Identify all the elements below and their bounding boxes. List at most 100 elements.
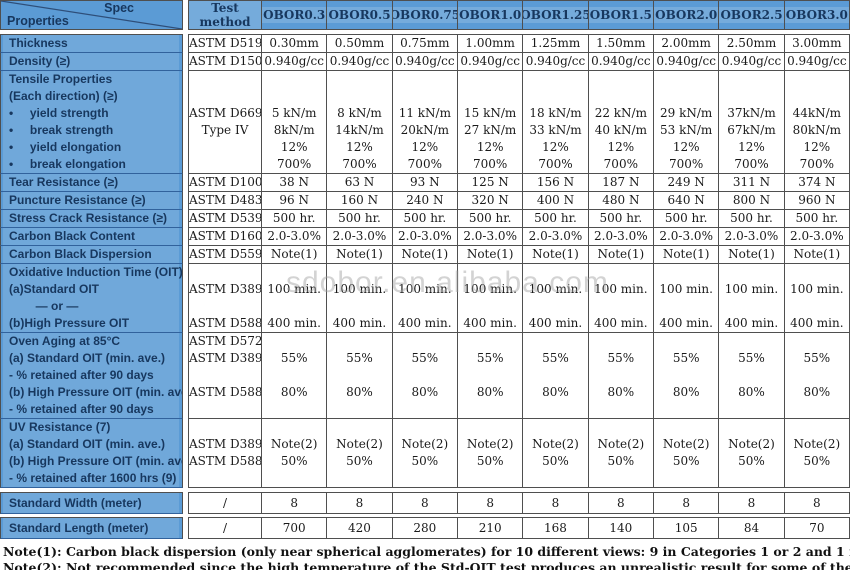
value-cell: 15 kN/m 27 kN/m 12% 700% [458,71,524,174]
value-line [785,298,849,315]
value-cell: 0.940g/cc [262,53,328,71]
value-line [458,71,522,88]
value-line: 2.0-3.0% [463,229,517,243]
value-line [785,470,849,487]
value-cell: 3.00mm [784,34,850,53]
value-line: 2.0-3.0% [724,229,779,243]
row-label-line: - % retained after 1600 hrs (9) [3,470,179,487]
value-cell: Note(1) [262,246,328,264]
value-line: Note(1) [728,247,775,261]
column-gutter [183,333,188,419]
value-line: 80% [411,385,439,399]
value-line [654,470,718,487]
value-line [719,71,783,88]
value-line [523,71,587,88]
value-line: 84 [743,521,760,535]
value-line [785,367,849,384]
value-cell: Note(1) [327,246,393,264]
value-line: 8 [551,496,560,510]
value-line: 125 N [471,175,509,189]
value-cell: 0.30mm [262,34,328,53]
value-line: 2.0-3.0% [594,229,648,243]
value-line [393,470,457,487]
value-line: 168 [544,521,567,535]
value-line: 2.0-3.0% [659,229,713,243]
row-label-cell: Tear Resistance (≥) [0,174,183,192]
value-line: Note(1) [532,247,579,261]
row-label-line: Carbon Black Content [3,228,179,245]
row-label-line: • break strength [3,122,179,139]
test-method-line: / [222,496,228,510]
value-line: 0.75mm [400,36,450,50]
value-line: 700% [603,157,638,171]
value-line: 63 N [344,175,375,189]
value-cell: 420 [327,517,393,539]
value-cell: 100 min. 400 min. [392,264,458,333]
spec-label: Spec [104,1,134,15]
test-method-line [189,419,261,436]
value-cell: 100 min. 400 min. [327,264,393,333]
product-header: OBOR2.5 [719,0,785,30]
value-cell: 500 hr. [523,210,589,228]
product-header: OBOR0.3 [262,0,328,30]
row-label-cell: Standard Width (meter) [0,492,183,514]
value-line: 12% [607,140,635,154]
row-label-line: — or — [3,298,179,315]
value-line: 37kN/m [727,106,776,120]
value-line [458,264,522,281]
test-method-header: Test method [188,0,262,30]
test-method-line: ASTM D6693 [189,106,262,120]
value-line [262,470,326,487]
column-gutter [183,71,188,174]
product-header: OBOR1.0 [458,0,524,30]
value-line: 55% [346,351,373,365]
value-line: 500 hr. [272,211,316,225]
row-label-line: Stress Crack Resistance (≥) [3,210,179,227]
row-label-line: • break elongation [3,156,179,173]
value-cell: 38 N [262,174,328,192]
row-label-cell: Thickness [0,34,183,53]
row-label-cell: Carbon Black Dispersion [0,246,183,264]
value-cell: 2.0-3.0% [392,228,458,246]
value-line: 80% [476,385,504,399]
row-label-line: Standard Length (meter) [3,518,179,538]
value-line: 40 kN/m [594,123,647,137]
value-cell: 18 kN/m 33 kN/m 12% 700% [523,71,589,174]
value-line [719,419,783,436]
value-line: 100 min. [398,282,452,296]
test-method-line: ASTM D4833 [189,193,262,207]
value-line [654,88,718,105]
value-line: 2.0-3.0% [332,229,387,243]
value-cell: Note(2) 50% [458,419,524,488]
value-line: 0.30mm [269,36,319,50]
value-cell: 100 min. 400 min. [588,264,654,333]
value-line: 1.00mm [465,36,515,50]
value-line: 14kN/m [335,123,384,137]
product-header-label: OBOR0.75 [392,7,457,23]
value-line: 700% [277,157,312,171]
product-header: OBOR1.5 [588,0,654,30]
value-cell: Note(1) [588,246,654,264]
value-cell: 55% 80% [327,333,393,419]
value-line: 700% [799,157,834,171]
value-cell: 0.940g/cc [523,53,589,71]
value-line [327,264,391,281]
value-line [785,264,849,281]
column-gutter [183,517,188,539]
value-line: 55% [411,351,439,365]
row-label-line: (a)Standard OIT [3,281,179,298]
value-line: 11 kN/m [398,106,451,120]
value-cell: Note(2) 50% [327,419,393,488]
value-line [785,419,849,436]
value-line: 29 kN/m [660,106,713,120]
value-line [589,401,653,418]
value-line: 400 min. [724,316,779,330]
value-cell: 156 N [523,174,589,192]
row-label-line: Tear Resistance (≥) [3,174,179,191]
value-line [589,298,653,315]
row-label-cell: UV Resistance (7) (a) Standard OIT (min. … [0,419,183,488]
value-line [458,367,522,384]
value-line: 50% [738,454,765,468]
